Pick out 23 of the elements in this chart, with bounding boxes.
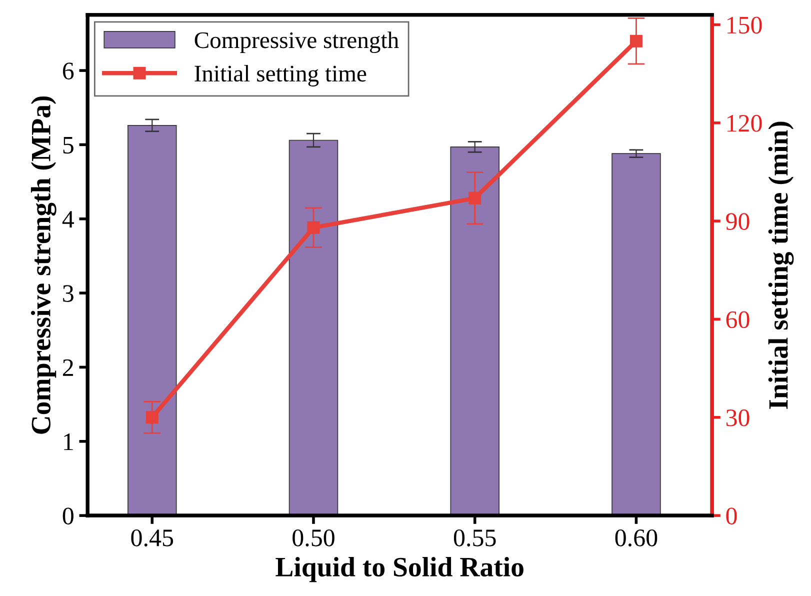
y-tick-label: 4	[62, 211, 74, 228]
y2-tick-label: 0	[726, 508, 737, 524]
y-tick-label: 0	[62, 508, 74, 524]
x-tick-label: 0.50	[292, 529, 334, 546]
y-tick-label: 6	[62, 62, 74, 80]
y2-tick-label: 30	[726, 409, 750, 426]
legend-label: Compressive strength	[194, 32, 399, 54]
y-axis-title: Compressive strength (MPa)	[30, 96, 56, 434]
y2-tick-label: 120	[727, 114, 762, 132]
y-tick-label: 1	[64, 434, 73, 450]
y-tick-label: 3	[63, 285, 74, 302]
x-axis-title: Liquid to Solid Ratio	[276, 556, 524, 582]
y2-axis-title: Initial setting time (min)	[768, 122, 794, 409]
x-tick-label: 0.45	[131, 529, 174, 546]
legend-label: Initial setting time	[194, 65, 366, 86]
x-tick-label: 0.60	[615, 529, 658, 546]
point	[307, 221, 320, 234]
y2-tick-label: 150	[727, 16, 762, 34]
y-tick-label: 2	[62, 359, 74, 376]
y-tick-label: 5	[63, 137, 74, 154]
y2-tick-label: 90	[726, 213, 750, 230]
y2-tick-label: 60	[726, 311, 750, 328]
x-tick-label: 0.55	[454, 529, 496, 546]
